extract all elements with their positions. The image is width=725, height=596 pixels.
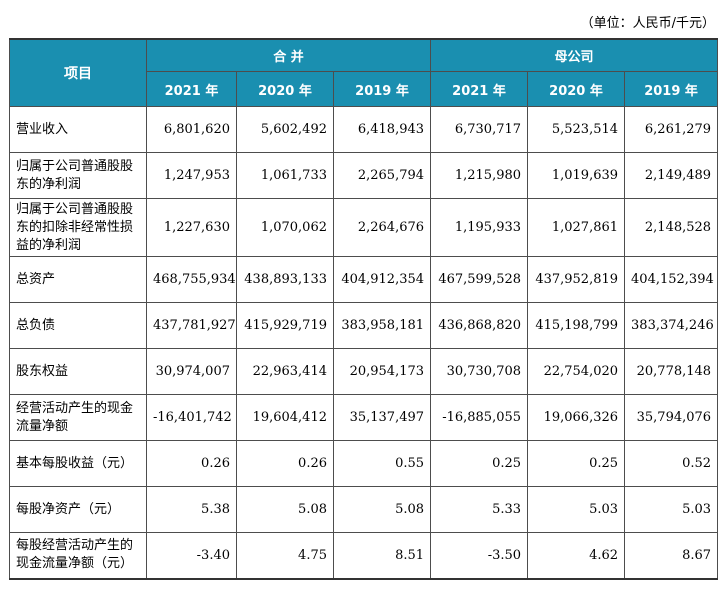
value-cell: 1,070,062 [236, 198, 334, 257]
value-cell: 468,755,934 [146, 256, 237, 303]
value-cell: 5.33 [430, 486, 529, 533]
value-cell: -16,885,055 [430, 394, 529, 441]
value-cell: 2,264,676 [332, 198, 432, 257]
value-cell: 5.03 [527, 486, 626, 533]
value-cell: 0.26 [146, 440, 237, 487]
value-cell: 6,418,943 [332, 106, 432, 153]
value-cell: 5.08 [332, 486, 432, 533]
value-cell: 404,152,394 [624, 256, 719, 303]
value-cell: 0.25 [430, 440, 529, 487]
value-cell: 1,227,630 [146, 198, 237, 257]
value-cell: 22,754,020 [527, 348, 626, 395]
value-cell: 5,602,492 [236, 106, 334, 153]
row-label: 归属于公司普通股股东的净利润 [9, 152, 147, 199]
header-year: 2020 年 [527, 71, 626, 107]
value-cell: -3.50 [430, 532, 529, 579]
value-cell: 4.62 [527, 532, 626, 579]
value-cell: 5.03 [624, 486, 719, 533]
value-cell: 383,958,181 [332, 302, 432, 349]
value-cell: 5,523,514 [527, 106, 626, 153]
table-row: 总资产 468,755,934 438,893,133 404,912,354 467,… [9, 256, 719, 303]
value-cell: 437,952,819 [527, 256, 626, 303]
value-cell: 19,066,326 [527, 394, 626, 441]
value-cell: 437,781,927 [146, 302, 237, 349]
value-cell: 404,912,354 [332, 256, 432, 303]
financial-summary-table: 项目 合 并 母公司 2021 年 2020 年 2019 年 2021 年 2… [9, 38, 719, 580]
row-label: 归属于公司普通股股东的扣除非经常性损益的净利润 [9, 198, 147, 257]
value-cell: 6,801,620 [146, 106, 237, 153]
value-cell: 415,198,799 [527, 302, 626, 349]
value-cell: 2,149,489 [624, 152, 719, 199]
value-cell: 4.75 [236, 532, 334, 579]
row-label: 总负债 [9, 302, 147, 349]
value-cell: 20,954,173 [332, 348, 432, 395]
value-cell: 8.51 [332, 532, 432, 579]
value-cell: 1,215,980 [430, 152, 529, 199]
value-cell: 0.52 [624, 440, 719, 487]
value-cell: 2,148,528 [624, 198, 719, 257]
value-cell: 1,061,733 [236, 152, 334, 199]
table-row: 营业收入 6,801,620 5,602,492 6,418,943 6,730,717… [9, 106, 719, 153]
table-row: 每股经营活动产生的现金流量净额（元） -3.40 4.75 8.51 -3.50 4.62… [9, 532, 719, 579]
value-cell: 2,265,794 [332, 152, 432, 199]
header-year: 2021 年 [146, 71, 237, 107]
value-cell: 415,929,719 [236, 302, 334, 349]
value-cell: -3.40 [146, 532, 237, 579]
row-label: 股东权益 [9, 348, 147, 395]
row-label: 每股经营活动产生的现金流量净额（元） [9, 532, 147, 579]
header-year: 2021 年 [430, 71, 529, 107]
unit-note: （单位：人民币/千元） [580, 16, 715, 31]
header-year: 2019 年 [332, 71, 432, 107]
value-cell: -16,401,742 [146, 394, 237, 441]
value-cell: 5.38 [146, 486, 237, 533]
table-row: 每股净资产（元） 5.38 5.08 5.08 5.33 5.03 5.03 [9, 486, 719, 533]
row-label: 每股净资产（元） [9, 486, 147, 533]
value-cell: 1,247,953 [146, 152, 237, 199]
value-cell: 30,730,708 [430, 348, 529, 395]
value-cell: 1,019,639 [527, 152, 626, 199]
value-cell: 383,374,246 [624, 302, 719, 349]
row-label: 基本每股收益（元） [9, 440, 147, 487]
value-cell: 467,599,528 [430, 256, 529, 303]
value-cell: 19,604,412 [236, 394, 334, 441]
row-label: 营业收入 [9, 106, 147, 153]
value-cell: 22,963,414 [236, 348, 334, 395]
table-row: 基本每股收益（元） 0.26 0.26 0.55 0.25 0.25 0.52 [9, 440, 719, 487]
table-row: 归属于公司普通股股东的扣除非经常性损益的净利润 1,227,630 1,070,06… [9, 198, 719, 257]
value-cell: 6,261,279 [624, 106, 719, 153]
header-year: 2019 年 [624, 71, 719, 107]
header-item: 项目 [9, 38, 147, 107]
value-cell: 30,974,007 [146, 348, 237, 395]
value-cell: 8.67 [624, 532, 719, 579]
value-cell: 5.08 [236, 486, 334, 533]
value-cell: 35,794,076 [624, 394, 719, 441]
header-year: 2020 年 [236, 71, 334, 107]
value-cell: 1,027,861 [527, 198, 626, 257]
row-label: 总资产 [9, 256, 147, 303]
value-cell: 438,893,133 [236, 256, 334, 303]
value-cell: 6,730,717 [430, 106, 529, 153]
value-cell: 1,195,933 [430, 198, 529, 257]
row-label: 经营活动产生的现金流量净额 [9, 394, 147, 441]
table-row: 归属于公司普通股股东的净利润 1,247,953 1,061,733 2,265,79… [9, 152, 719, 199]
value-cell: 0.25 [527, 440, 626, 487]
table-row: 股东权益 30,974,007 22,963,414 20,954,173 30,730… [9, 348, 719, 395]
value-cell: 436,868,820 [430, 302, 529, 349]
value-cell: 0.26 [236, 440, 334, 487]
header-consolidated: 合 并 [145, 38, 432, 72]
table-row: 经营活动产生的现金流量净额 -16,401,742 19,604,412 35,137… [9, 394, 719, 441]
value-cell: 35,137,497 [332, 394, 432, 441]
value-cell: 0.55 [332, 440, 432, 487]
value-cell: 20,778,148 [624, 348, 719, 395]
header-parent-company: 母公司 [430, 38, 719, 72]
table-row: 总负债 437,781,927 415,929,719 383,958,181 436,… [9, 302, 719, 349]
